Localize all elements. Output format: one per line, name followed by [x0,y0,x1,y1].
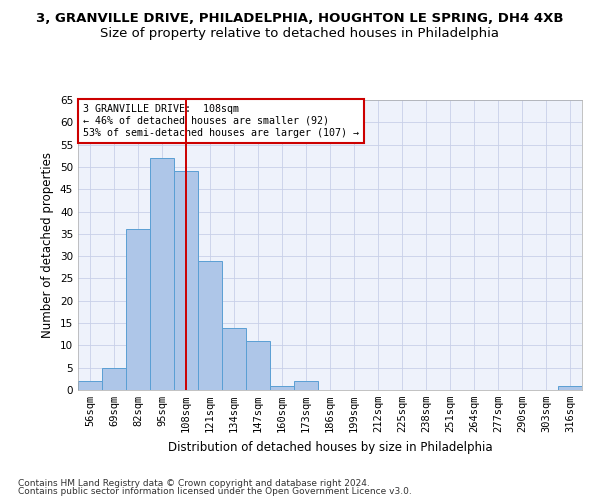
Bar [126,230,150,390]
Bar [246,341,270,390]
Bar [198,260,222,390]
Bar [222,328,246,390]
Bar [558,386,582,390]
Y-axis label: Number of detached properties: Number of detached properties [41,152,55,338]
Bar [174,172,198,390]
Text: 3 GRANVILLE DRIVE:  108sqm
← 46% of detached houses are smaller (92)
53% of semi: 3 GRANVILLE DRIVE: 108sqm ← 46% of detac… [83,104,359,138]
Text: Contains public sector information licensed under the Open Government Licence v3: Contains public sector information licen… [18,487,412,496]
Text: Size of property relative to detached houses in Philadelphia: Size of property relative to detached ho… [101,28,499,40]
Bar [78,381,102,390]
X-axis label: Distribution of detached houses by size in Philadelphia: Distribution of detached houses by size … [167,440,493,454]
Text: Contains HM Land Registry data © Crown copyright and database right 2024.: Contains HM Land Registry data © Crown c… [18,478,370,488]
Bar [270,386,294,390]
Text: 3, GRANVILLE DRIVE, PHILADELPHIA, HOUGHTON LE SPRING, DH4 4XB: 3, GRANVILLE DRIVE, PHILADELPHIA, HOUGHT… [36,12,564,26]
Bar [150,158,174,390]
Bar [294,381,318,390]
Bar [102,368,126,390]
